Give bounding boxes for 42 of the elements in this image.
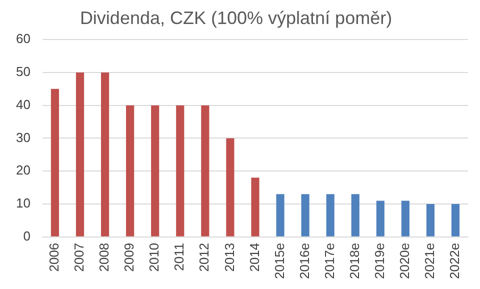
x-tick-label: 2022e xyxy=(447,242,462,280)
x-tick-label: 2017e xyxy=(322,242,337,280)
bar xyxy=(201,105,210,236)
y-tick-label: 20 xyxy=(16,162,30,178)
bar xyxy=(151,105,160,236)
x-tick-label: 2015e xyxy=(272,242,287,280)
y-tick-label: 0 xyxy=(23,228,30,244)
y-tick-label: 10 xyxy=(16,196,30,211)
x-tick-label: 2012 xyxy=(196,242,212,272)
bar xyxy=(276,194,284,236)
bar xyxy=(301,194,310,236)
x-tick-label: 2011 xyxy=(172,242,187,271)
x-tick-label: 2009 xyxy=(122,242,137,272)
y-tick-label: 50 xyxy=(16,64,30,80)
x-tick-label: 2018e xyxy=(346,242,362,280)
bar xyxy=(426,204,434,236)
x-tick-label: 2016e xyxy=(296,242,312,280)
x-tick-label: 2013 xyxy=(222,242,237,272)
bar xyxy=(50,88,60,236)
x-tick-label: 2010 xyxy=(146,242,162,272)
x-tick-label: 2020e xyxy=(397,242,412,280)
y-tick-label: 60 xyxy=(16,31,30,46)
bar xyxy=(251,178,260,236)
bar xyxy=(226,138,234,236)
bar xyxy=(100,72,110,236)
x-tick-label: 2021e xyxy=(422,242,438,280)
bar xyxy=(326,194,334,236)
bar xyxy=(176,105,184,236)
bar xyxy=(351,194,360,236)
bar xyxy=(401,200,410,236)
x-tick-label: 2007 xyxy=(72,242,87,272)
y-tick-label: 30 xyxy=(16,130,30,145)
x-tick-label: 2019e xyxy=(372,242,387,280)
y-tick-label: 40 xyxy=(16,96,30,112)
x-tick-label: 2006 xyxy=(46,242,62,272)
x-tick-label: 2008 xyxy=(96,242,112,272)
x-tick-label: 2014 xyxy=(246,242,262,272)
bar xyxy=(451,204,460,236)
bar xyxy=(376,200,384,236)
bar xyxy=(126,105,134,236)
bar xyxy=(76,72,84,236)
chart-title: Dividenda, CZK (100% výplatní poměr) xyxy=(80,8,392,28)
